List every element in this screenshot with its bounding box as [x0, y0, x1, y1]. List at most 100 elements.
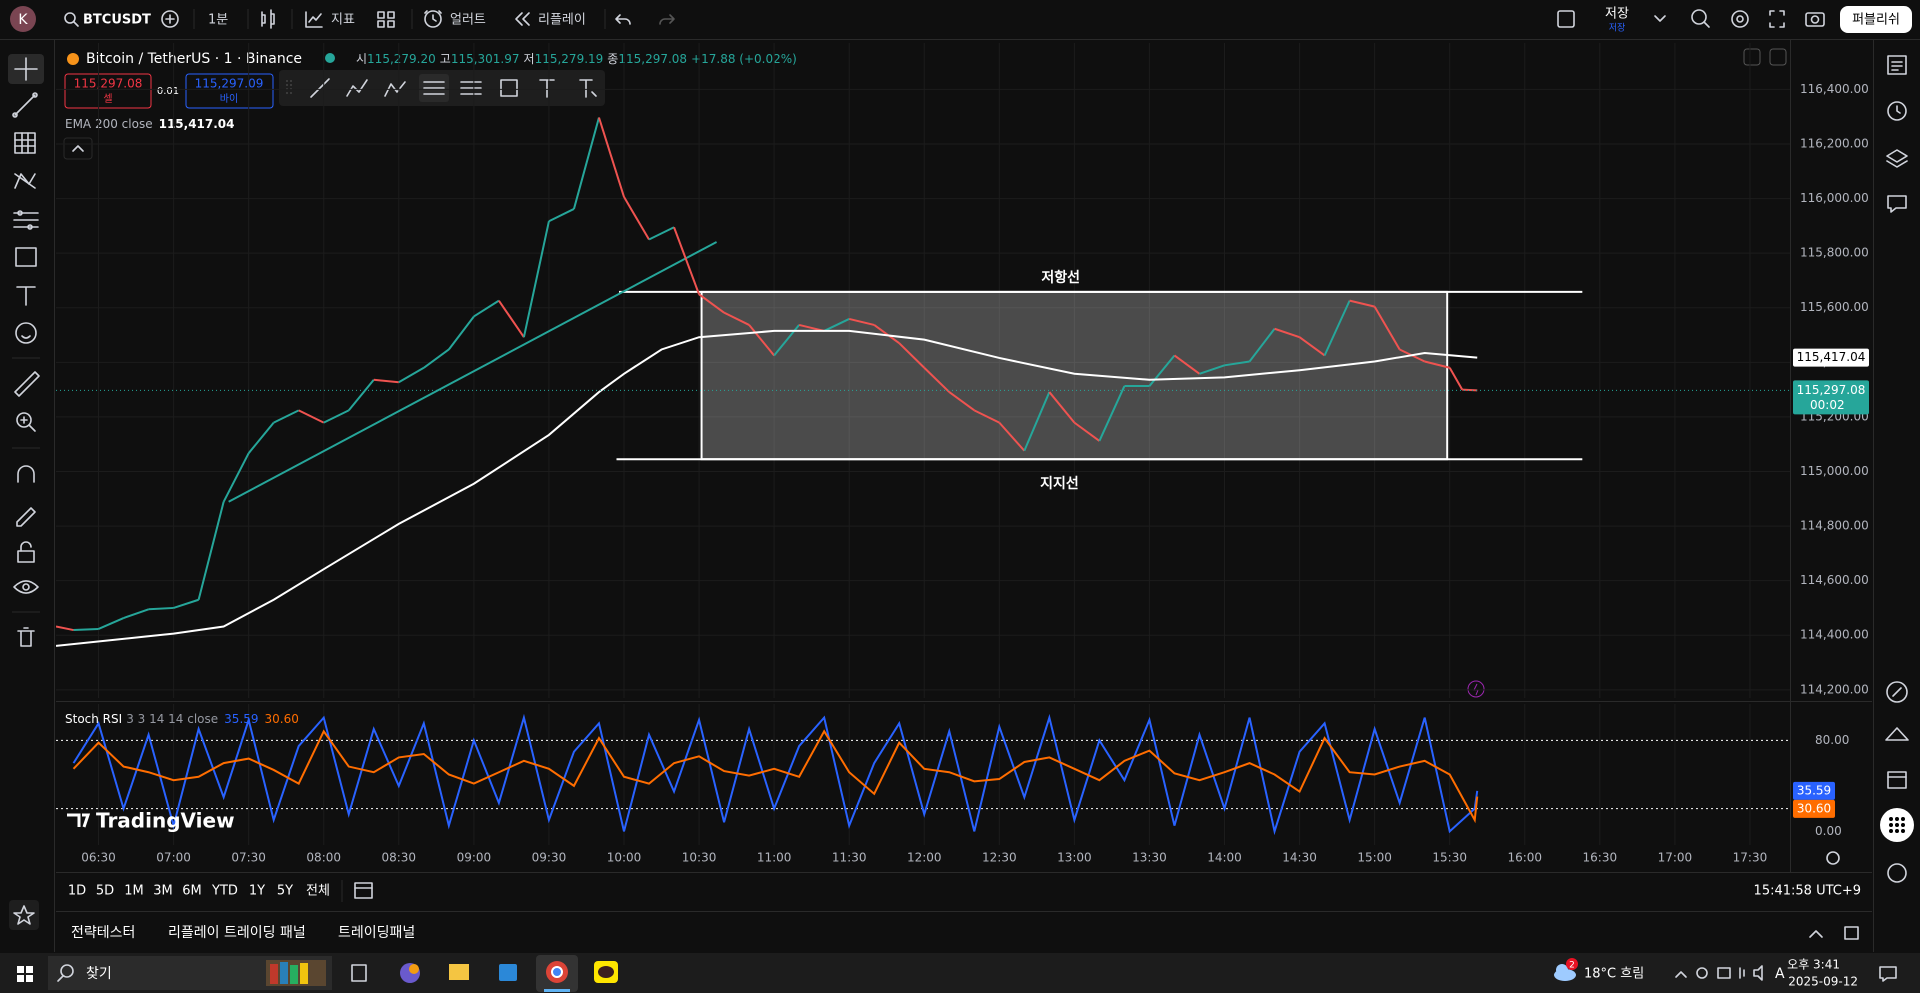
panel-tab[interactable]: 리플레이 트레이딩 패널: [168, 925, 306, 941]
compare-button-part[interactable]: [161, 10, 179, 28]
sidebar-tool-2-part[interactable]: [1885, 727, 1909, 741]
draw-mode-part[interactable]: [16, 507, 36, 527]
forecast-tool-part[interactable]: [17, 210, 23, 216]
tb-rect-part[interactable]: [500, 79, 518, 97]
range-button[interactable]: 1M: [124, 884, 144, 899]
settings-part[interactable]: [1736, 15, 1744, 23]
visibility-tool-part[interactable]: [13, 580, 39, 594]
quick-search[interactable]: [1691, 9, 1710, 28]
tray-icons-part[interactable]: [1696, 967, 1708, 979]
sell-label[interactable]: 셀: [103, 93, 112, 105]
lock-tool-part[interactable]: [20, 541, 32, 552]
apps-icon-part[interactable]: [1901, 823, 1905, 827]
replay-icon-part[interactable]: [515, 12, 530, 26]
maximize-button[interactable]: [1769, 48, 1787, 66]
layout-icon[interactable]: [1557, 10, 1575, 28]
layers[interactable]: [1886, 149, 1908, 168]
sell-price[interactable]: 115,297.08: [74, 77, 143, 91]
fib-tool-part[interactable]: [14, 132, 36, 154]
task-view[interactable]: [351, 964, 367, 982]
axis-settings[interactable]: [1826, 851, 1840, 865]
chrome[interactable]: [546, 961, 568, 983]
favorites-icon-part[interactable]: [13, 905, 35, 925]
favorites-icon[interactable]: [13, 905, 35, 925]
zoom-tool[interactable]: [16, 412, 36, 432]
notification-center[interactable]: [1879, 966, 1897, 982]
undo[interactable]: [615, 14, 631, 25]
tb-line[interactable]: [310, 78, 330, 98]
goto-date-part[interactable]: [354, 882, 373, 899]
order-qty[interactable]: 0.01: [157, 86, 179, 97]
snapshot-part[interactable]: [1805, 12, 1825, 27]
apps-icon[interactable]: [1889, 817, 1905, 833]
range-box[interactable]: [700, 290, 1449, 461]
calendar-part[interactable]: [1887, 771, 1907, 789]
range-button[interactable]: YTD: [211, 884, 238, 899]
tb-position-part[interactable]: [423, 81, 445, 95]
forecast-tool[interactable]: [13, 210, 39, 230]
tb-text[interactable]: [539, 79, 555, 98]
apps-icon-part[interactable]: [1889, 823, 1893, 827]
maximize-panel[interactable]: [1844, 926, 1859, 940]
snapshot[interactable]: [1805, 12, 1825, 27]
alerts-panel-part[interactable]: [1896, 105, 1901, 114]
clock[interactable]: 15:41:58 UTC+9: [1754, 884, 1861, 899]
alert-icon[interactable]: [424, 10, 442, 28]
forecast-tool-part[interactable]: [27, 224, 33, 230]
replay[interactable]: 리플레이: [538, 13, 586, 28]
zoom-tool-part[interactable]: [16, 412, 32, 428]
start-button-part[interactable]: [26, 975, 33, 982]
save[interactable]: 저장: [1605, 7, 1629, 22]
apps-icon-part[interactable]: [1901, 817, 1905, 821]
maximize-panel-part[interactable]: [1844, 926, 1859, 940]
file-explorer[interactable]: [449, 964, 469, 980]
apps-icon-part[interactable]: [1895, 817, 1899, 821]
line-tool-part[interactable]: [14, 94, 36, 116]
copilot[interactable]: [400, 963, 420, 983]
compare-button[interactable]: [161, 10, 179, 28]
apps-icon-part[interactable]: [1895, 829, 1899, 833]
line-tool[interactable]: [12, 92, 38, 118]
lock-tool-part[interactable]: [17, 550, 35, 563]
zoom-tool-part[interactable]: [20, 416, 36, 432]
tb-abcd[interactable]: [384, 81, 406, 97]
symbol-search-icon[interactable]: [64, 12, 79, 27]
settings-part[interactable]: [1731, 10, 1749, 28]
tb-rect[interactable]: [500, 79, 518, 97]
publish-button[interactable]: [1840, 6, 1912, 33]
crosshair-tool-part[interactable]: [14, 57, 38, 81]
watchlist-part[interactable]: [1887, 55, 1907, 75]
range-button[interactable]: 5Y: [277, 884, 293, 899]
sidebar-tool-1[interactable]: [1886, 681, 1908, 703]
scroll-button[interactable]: [1743, 48, 1761, 66]
search-icon-part[interactable]: [60, 964, 74, 978]
templates-icon[interactable]: [377, 11, 395, 28]
symbol[interactable]: BTCUSDT: [83, 13, 151, 28]
delete-tool-part[interactable]: [17, 627, 35, 647]
trend-line[interactable]: [228, 241, 718, 503]
panel-tab[interactable]: 전략테스터: [71, 925, 135, 941]
text-tool[interactable]: [16, 286, 36, 306]
tb-line-part[interactable]: [310, 78, 330, 98]
ime-indicator[interactable]: A: [1775, 966, 1785, 982]
publish[interactable]: 퍼블리쉬: [1852, 13, 1900, 28]
range-button[interactable]: 5D: [96, 884, 114, 899]
copilot-part[interactable]: [409, 964, 419, 974]
redo[interactable]: [659, 14, 675, 25]
line-tool-part[interactable]: [32, 92, 38, 98]
tb-forecast[interactable]: [460, 81, 482, 95]
pattern-tool-part[interactable]: [14, 173, 36, 189]
undo-part[interactable]: [615, 14, 631, 25]
draw-mode[interactable]: [16, 507, 36, 527]
help[interactable]: [1887, 863, 1907, 883]
delete-tool[interactable]: [17, 627, 35, 647]
symbol-search-icon-part[interactable]: [64, 12, 76, 24]
help-part[interactable]: [1887, 863, 1907, 883]
interval[interactable]: 1분: [208, 13, 228, 28]
drag-handle[interactable]: [286, 80, 292, 96]
apps-icon-part[interactable]: [1889, 829, 1893, 833]
templates-icon-part[interactable]: [387, 11, 395, 19]
sell-button[interactable]: [64, 73, 152, 109]
range-button[interactable]: 전체: [306, 884, 330, 899]
file-explorer-part[interactable]: [449, 964, 469, 980]
